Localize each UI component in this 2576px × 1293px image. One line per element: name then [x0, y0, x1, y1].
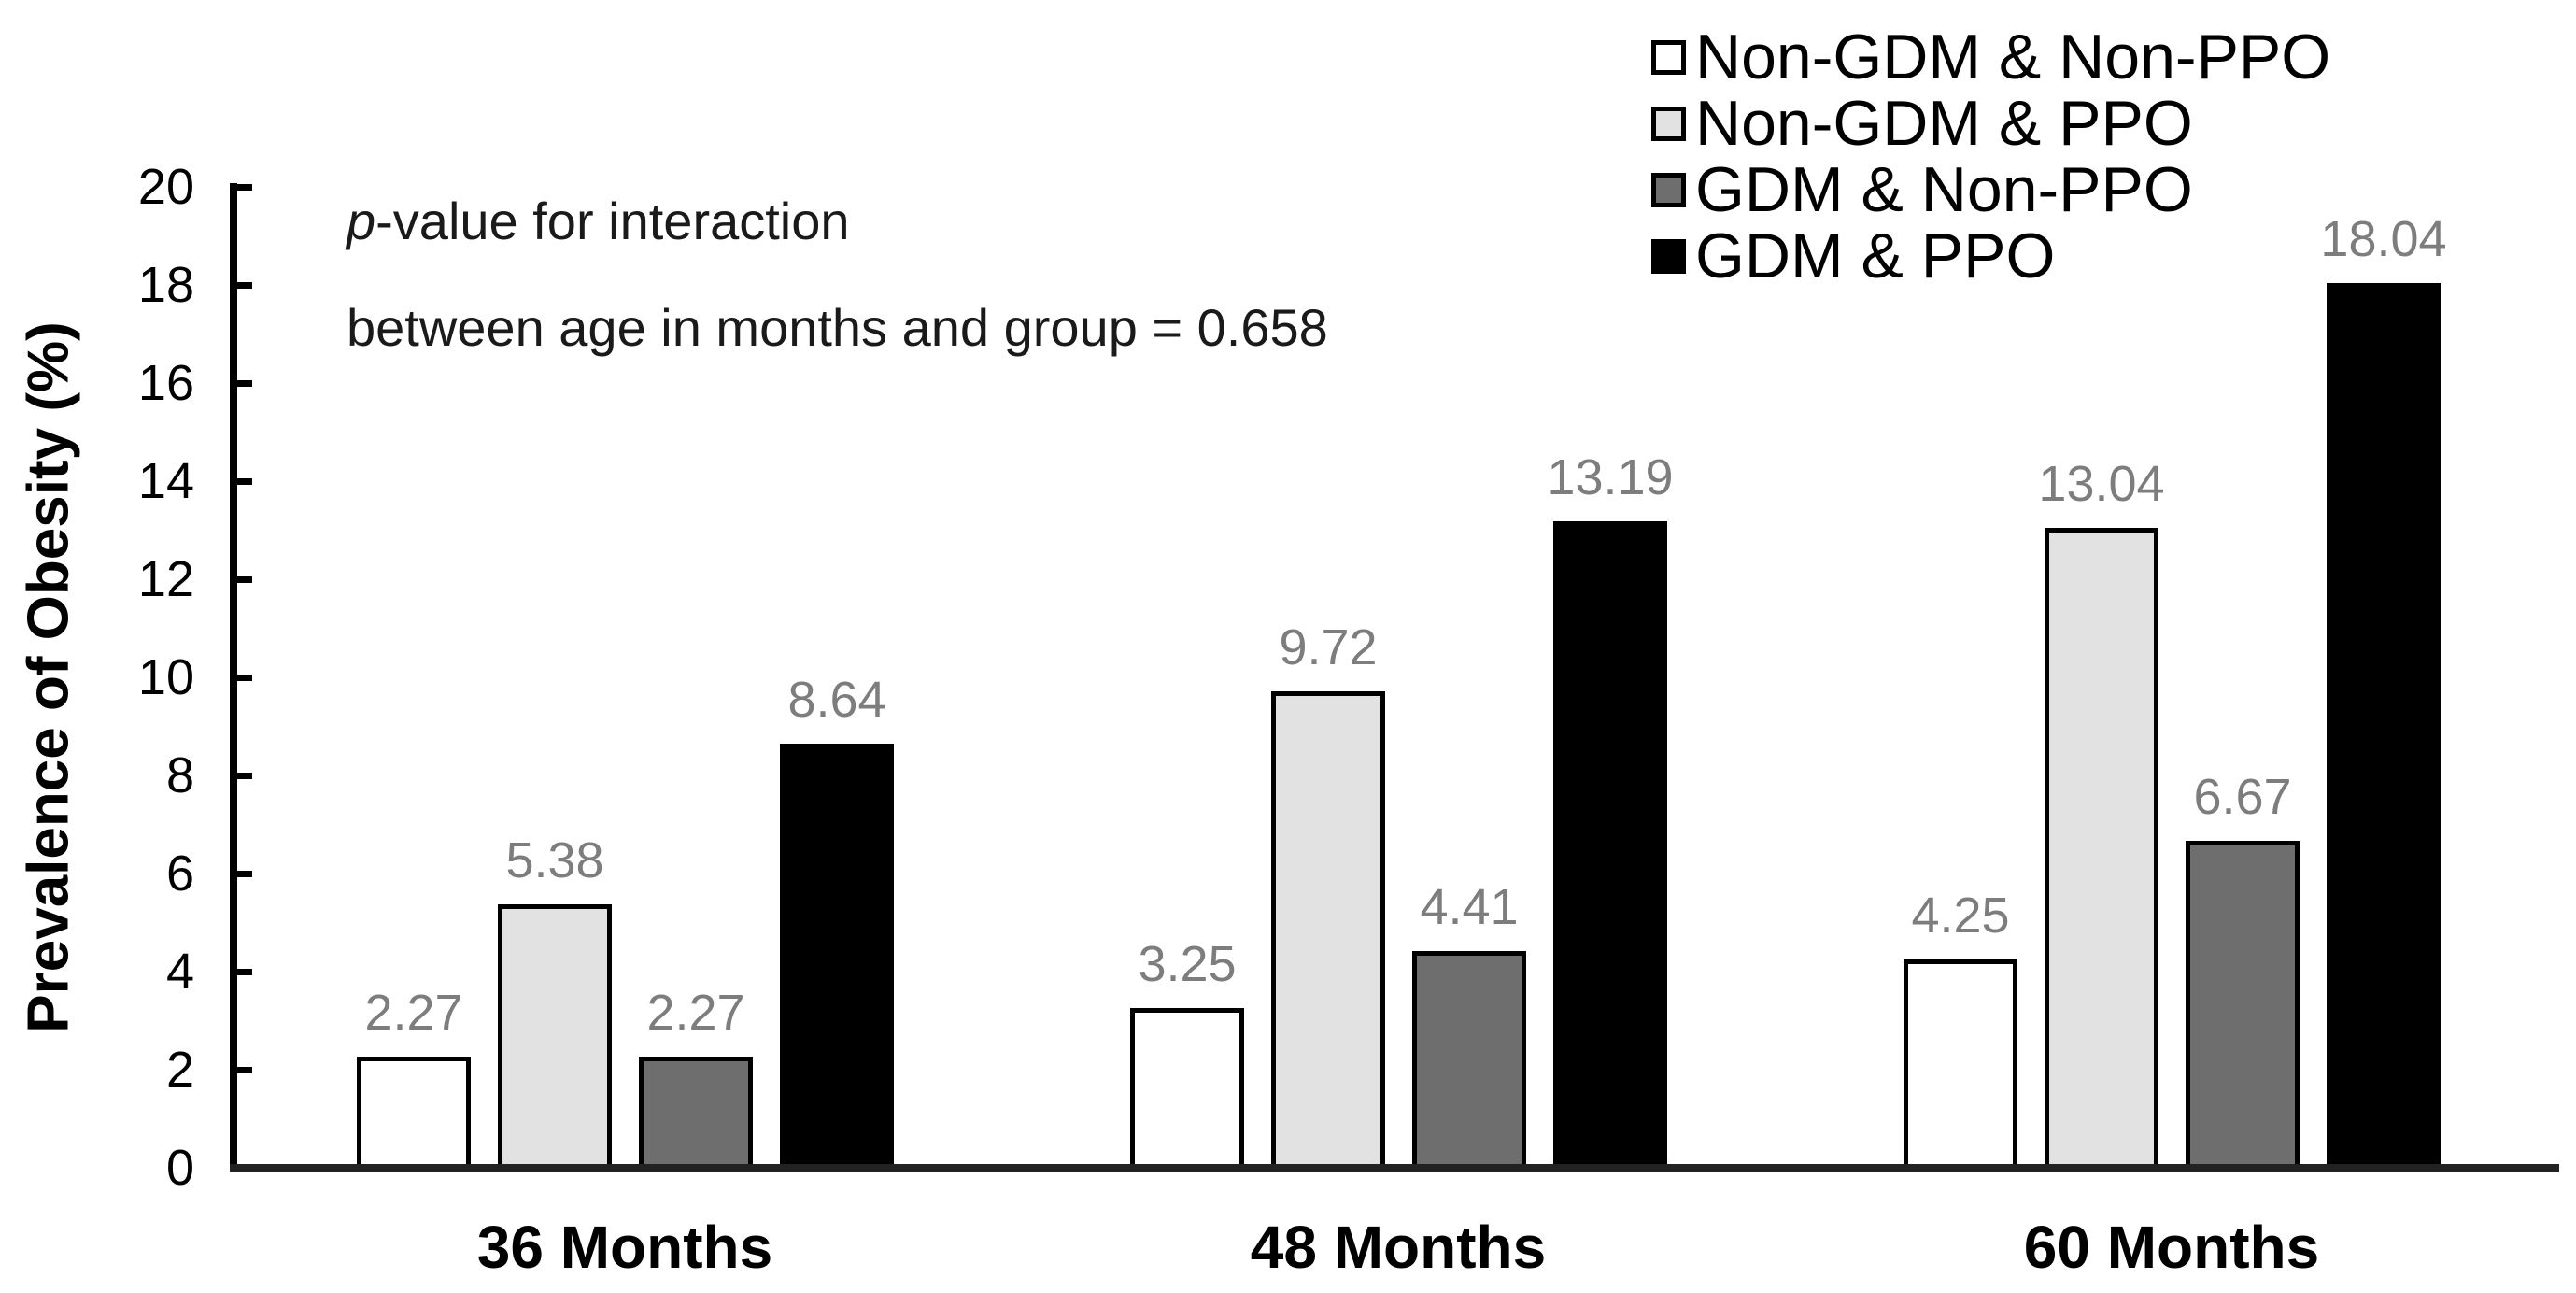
y-tick-label: 18 — [137, 257, 194, 313]
annotation-p-italic: p — [347, 192, 376, 250]
x-category-label: 36 Months — [476, 1214, 773, 1281]
y-axis-line — [230, 183, 237, 1172]
bar — [639, 1057, 753, 1170]
legend-label: Non-GDM & Non-PPO — [1695, 21, 2331, 92]
annotation-line-2: between age in months and group = 0.658 — [347, 298, 1328, 357]
legend-item: Non-GDM & Non-PPO — [1651, 24, 2330, 91]
bar-value-label: 6.67 — [2193, 769, 2292, 825]
legend-item: GDM & PPO — [1651, 223, 2055, 290]
x-category-label: 60 Months — [2023, 1214, 2320, 1281]
x-category-label: 48 Months — [1250, 1214, 1547, 1281]
legend-swatch-icon — [1651, 173, 1686, 207]
y-axis-tick — [237, 871, 252, 877]
y-tick-label: 14 — [137, 453, 194, 509]
y-tick-label: 8 — [165, 747, 194, 803]
bar — [780, 744, 894, 1170]
bar-value-label: 8.64 — [787, 672, 886, 728]
y-axis-tick — [237, 576, 252, 583]
legend-label: GDM & PPO — [1695, 220, 2056, 291]
legend-item: GDM & Non-PPO — [1651, 157, 2193, 223]
bar-value-label: 5.38 — [505, 832, 604, 888]
y-axis-tick — [237, 675, 252, 681]
bar-value-label: 4.25 — [1911, 888, 2010, 944]
bar — [498, 904, 612, 1170]
y-axis-tick — [237, 969, 252, 975]
y-axis-tick — [237, 282, 252, 289]
y-tick-label: 20 — [137, 159, 194, 215]
bar — [1412, 951, 1526, 1170]
legend-swatch-icon — [1651, 107, 1686, 141]
annotation-line-1: p-value for interaction — [347, 191, 850, 251]
bar — [2045, 528, 2158, 1170]
y-tick-label: 12 — [137, 551, 194, 607]
bar — [1271, 691, 1385, 1170]
x-axis-line — [230, 1164, 2559, 1172]
bar-value-label: 13.04 — [2038, 456, 2165, 512]
bar-value-label: 2.27 — [646, 985, 745, 1041]
bar — [1553, 521, 1667, 1170]
y-axis-tick — [237, 773, 252, 779]
bar — [357, 1057, 471, 1170]
legend-swatch-icon — [1651, 239, 1686, 274]
y-tick-label: 16 — [137, 355, 194, 411]
legend-item: Non-GDM & PPO — [1651, 91, 2193, 157]
bar-value-label: 13.19 — [1547, 449, 1674, 505]
bar — [1130, 1008, 1244, 1170]
bar-value-label: 4.41 — [1420, 879, 1519, 935]
y-tick-label: 6 — [165, 845, 194, 902]
y-tick-label: 10 — [137, 649, 194, 705]
bar-value-label: 3.25 — [1138, 936, 1237, 992]
bar — [1904, 959, 2017, 1170]
y-tick-label: 2 — [165, 1042, 194, 1098]
bar — [2186, 841, 2300, 1170]
legend-label: Non-GDM & PPO — [1695, 88, 2193, 159]
y-axis-tick — [237, 1067, 252, 1073]
annotation-line1-rest: -value for interaction — [375, 192, 850, 250]
legend-swatch-icon — [1651, 40, 1686, 75]
y-tick-label: 4 — [165, 944, 194, 1000]
bar-value-label: 9.72 — [1279, 619, 1378, 675]
y-tick-label: 0 — [165, 1140, 194, 1196]
bar — [2327, 283, 2441, 1170]
bar-value-label: 18.04 — [2320, 211, 2447, 267]
bar-value-label: 2.27 — [364, 985, 463, 1041]
legend-label: GDM & Non-PPO — [1695, 154, 2193, 225]
y-axis-tick — [237, 184, 252, 191]
y-axis-tick — [237, 478, 252, 485]
y-axis-tick — [237, 380, 252, 387]
